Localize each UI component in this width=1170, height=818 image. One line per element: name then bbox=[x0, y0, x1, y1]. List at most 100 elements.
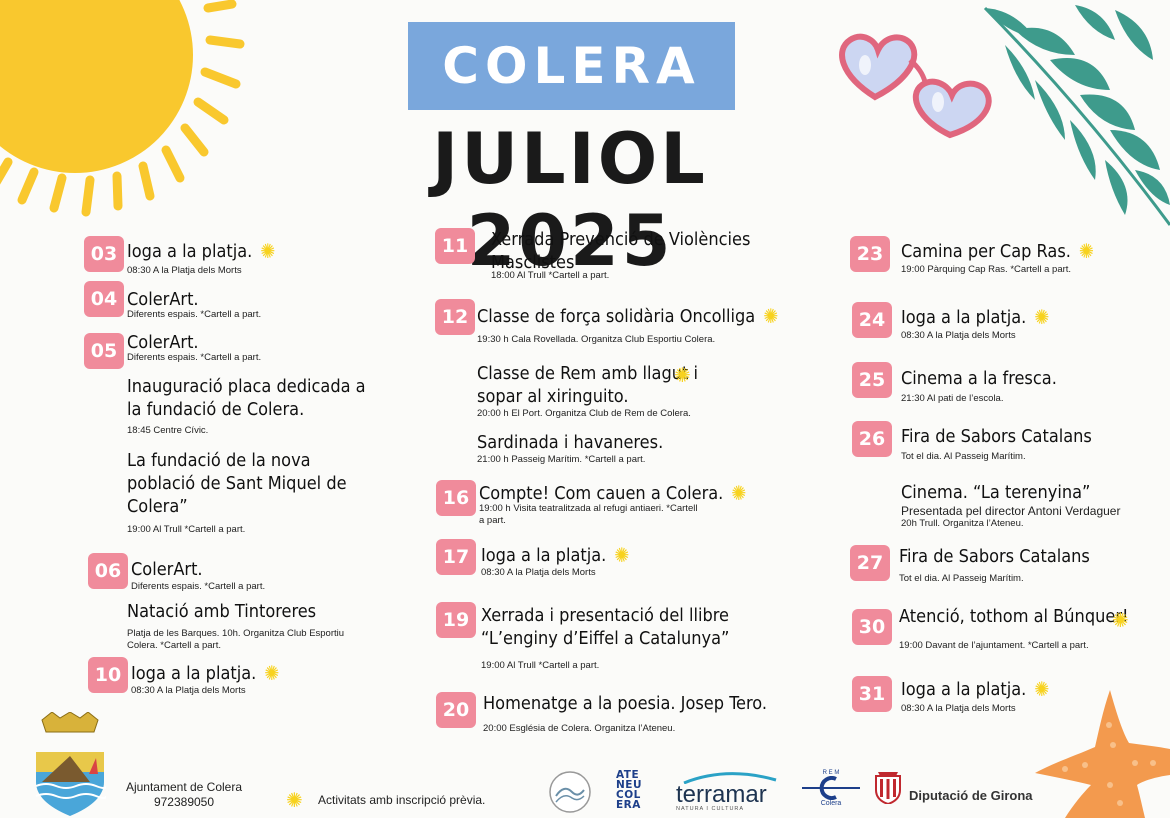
day-badge: 04 bbox=[84, 281, 124, 317]
event-detail: 21:00 h Passeig Marítim. *Cartell a part… bbox=[477, 454, 646, 465]
event-detail: Diferents espais. *Cartell a part. bbox=[127, 352, 262, 363]
event-item: Cinema a la fresca. 21:30 Al pati de l’e… bbox=[901, 367, 1121, 405]
event-title: Fira de Sabors Catalans bbox=[901, 426, 1092, 447]
day-badge: 31 bbox=[852, 676, 892, 712]
event-detail: 21:30 Al pati de l’escola. bbox=[901, 393, 1004, 404]
day-badge: 03 bbox=[84, 236, 124, 272]
star-icon: ✺ bbox=[763, 304, 779, 328]
diputacio-girona-crest-icon bbox=[875, 772, 901, 804]
event-detail: 08:30 A la Platja dels Morts bbox=[901, 703, 1016, 714]
event-detail: 18:00 Al Trull *Cartell a part. bbox=[491, 270, 610, 281]
event-detail: 20:00 Església de Colera. Organitza l’At… bbox=[483, 723, 676, 734]
diputacio-girona-name: Diputació de Girona bbox=[909, 788, 1033, 803]
event-item: Cinema. “La terenyina” Presentada pel di… bbox=[901, 481, 1146, 530]
club-rem-colera-logo: R E M Colera bbox=[800, 770, 862, 807]
star-icon: ✺ bbox=[264, 661, 280, 685]
event-item: Homenatge a la poesia. Josep Tero. 20:00… bbox=[483, 692, 783, 735]
event-detail: 18:45 Centre Cívic. bbox=[127, 425, 209, 436]
event-item: ColerArt. Diferents espais. *Cartell a p… bbox=[127, 288, 367, 321]
event-detail: 19:00 Al Trull *Cartell a part. bbox=[127, 524, 246, 535]
day-badge: 30 bbox=[852, 609, 892, 645]
sun-illustration bbox=[0, 0, 245, 217]
star-icon: ✺ bbox=[1112, 610, 1129, 632]
day-badge: 23 bbox=[850, 236, 890, 272]
council-phone: 972389050 bbox=[153, 795, 215, 809]
event-title: Cinema. “La terenyina” bbox=[901, 482, 1091, 503]
event-detail: 20h Trull. Organitza l’Ateneu. bbox=[901, 518, 1024, 529]
event-item: Ioga a la platja. ✺ 08:30 A la Platja del… bbox=[127, 240, 347, 277]
event-item: Ioga a la platja. ✺ 08:30 A la Platja del… bbox=[481, 544, 701, 579]
day-badge: 16 bbox=[436, 480, 476, 516]
star-legend-icon: ✺ bbox=[286, 790, 303, 812]
star-icon: ✺ bbox=[260, 239, 276, 263]
event-detail: 08:30 A la Platja dels Morts bbox=[127, 265, 242, 276]
event-title: Fira de Sabors Catalans bbox=[899, 546, 1090, 567]
star-icon: ✺ bbox=[674, 365, 691, 387]
town-banner: COLERA bbox=[408, 22, 735, 110]
event-title: Classe de força solidària Oncolliga bbox=[477, 306, 756, 327]
event-title: Ioga a la platja. bbox=[901, 679, 1027, 700]
day-badge: 20 bbox=[436, 692, 476, 728]
event-title: Atenció, tothom al Búnquer! bbox=[899, 606, 1129, 627]
event-detail: Diferents espais. *Cartell a part. bbox=[127, 309, 262, 320]
event-item: ColerArt. Diferents espais. *Cartell a p… bbox=[131, 558, 371, 593]
registration-legend: Activitats amb inscripció prèvia. bbox=[318, 793, 486, 807]
event-item: Compte! Com cauen a Colera. ✺ 19:00 h Vis… bbox=[479, 482, 749, 527]
event-detail: 19:00 Pàrquing Cap Ras. *Cartell a part. bbox=[901, 264, 1072, 275]
star-icon: ✺ bbox=[1078, 239, 1094, 263]
event-item: Xerrada Prevenció de Violències Masclist… bbox=[491, 228, 751, 282]
event-title: ColerArt. bbox=[127, 289, 199, 310]
day-badge: 17 bbox=[436, 539, 476, 575]
event-title: Camina per Cap Ras. bbox=[901, 241, 1071, 262]
event-detail: 20:00 h El Port. Organitza Club de Rem d… bbox=[477, 408, 691, 419]
event-item: ColerArt. Diferents espais. *Cartell a p… bbox=[127, 331, 367, 364]
council-name: Ajuntament de Colera bbox=[125, 780, 243, 794]
star-icon: ✺ bbox=[1034, 305, 1050, 329]
event-title: Ioga a la platja. bbox=[127, 241, 253, 262]
event-detail: 08:30 A la Platja dels Morts bbox=[901, 330, 1016, 341]
event-title: Xerrada Prevenció de Violències Masclist… bbox=[491, 229, 751, 273]
terramar-arc-icon bbox=[683, 772, 777, 784]
event-title: Inauguració placa dedicada a la fundació… bbox=[127, 376, 366, 420]
star-icon: ✺ bbox=[731, 481, 747, 505]
day-badge: 24 bbox=[852, 302, 892, 338]
event-detail: Diferents espais. *Cartell a part. bbox=[131, 581, 266, 592]
event-item: Natació amb Tintoreres Platja de les Bar… bbox=[127, 600, 367, 652]
day-badge: 10 bbox=[88, 657, 128, 693]
event-item: Classe de força solidària Oncolliga ✺ 19:… bbox=[477, 305, 797, 346]
terramar-logo: terramar NATURA I CULTURA bbox=[676, 770, 786, 812]
day-badge: 05 bbox=[84, 333, 124, 369]
rem-oar-icon bbox=[802, 776, 860, 800]
terramar-name: terramar bbox=[676, 781, 767, 808]
event-title: Compte! Com cauen a Colera. bbox=[479, 483, 724, 504]
event-item: Ioga a la platja. ✺ 08:30 A la Platja del… bbox=[901, 678, 1121, 715]
event-title: ColerArt. bbox=[131, 559, 203, 580]
event-detail: Tot el dia. Al Passeig Marítim. bbox=[899, 573, 1024, 584]
event-title: Homenatge a la poesia. Josep Tero. bbox=[483, 693, 767, 714]
event-item: Sardinada i havaneres. 21:00 h Passeig M… bbox=[477, 431, 737, 466]
event-item: Fira de Sabors Catalans Tot el dia. Al P… bbox=[901, 425, 1131, 463]
event-title: Ioga a la platja. bbox=[481, 545, 607, 566]
event-item: Classe de Rem amb llagut i sopar al xiri… bbox=[477, 362, 717, 420]
colera-coat-of-arms-logo bbox=[35, 712, 106, 816]
star-icon: ✺ bbox=[1034, 677, 1050, 701]
town-title: COLERA bbox=[442, 37, 701, 95]
event-title: ColerArt. bbox=[127, 332, 199, 353]
wave-circle-logo bbox=[549, 771, 591, 813]
ateneu-colera-logo: ATE NEU COL ERA bbox=[616, 769, 642, 811]
event-detail: 19:00 Al Trull *Cartell a part. bbox=[481, 660, 600, 671]
terramar-subtitle: NATURA I CULTURA bbox=[676, 806, 745, 812]
event-title: Xerrada i presentació del llibre “L’engi… bbox=[481, 605, 730, 649]
event-detail: 08:30 A la Platja dels Morts bbox=[481, 567, 596, 578]
event-detail: 08:30 A la Platja dels Morts bbox=[131, 685, 246, 696]
event-title: La fundació de la nova població de Sant … bbox=[127, 450, 347, 517]
event-detail: 19:00 Davant de l’ajuntament. *Cartell a… bbox=[899, 640, 1089, 651]
event-item: Ioga a la platja. ✺ 08:30 A la Platja del… bbox=[131, 662, 351, 697]
palm-leaf-illustration bbox=[983, 5, 1170, 226]
day-badge: 27 bbox=[850, 545, 890, 581]
event-item: Inauguració placa dedicada a la fundació… bbox=[127, 375, 367, 437]
star-icon: ✺ bbox=[614, 543, 630, 567]
event-item: Atenció, tothom al Búnquer! 19:00 Davant… bbox=[899, 605, 1159, 652]
event-item: Fira de Sabors Catalans Tot el dia. Al P… bbox=[899, 545, 1129, 585]
starfish-illustration bbox=[1035, 690, 1170, 818]
